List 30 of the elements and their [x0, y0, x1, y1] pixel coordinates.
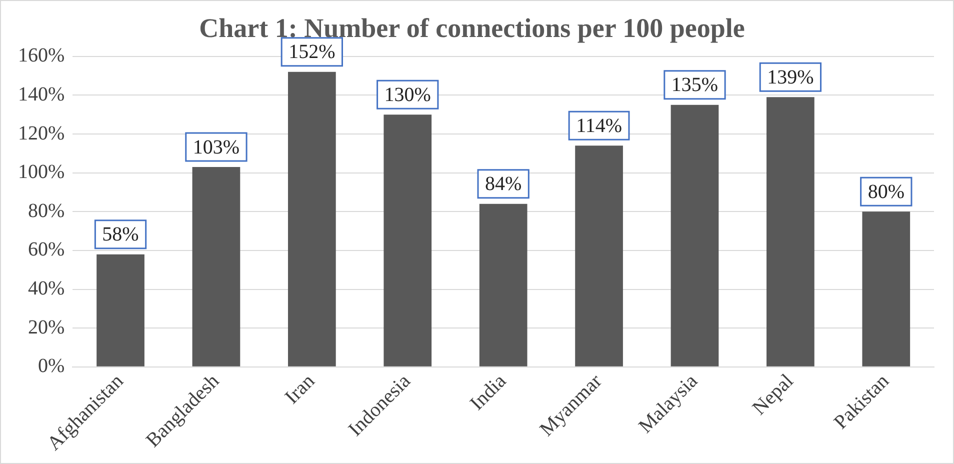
y-tick-label: 160%	[18, 44, 65, 67]
y-tick-label: 0%	[38, 355, 65, 378]
bar	[96, 254, 144, 366]
bar	[384, 114, 432, 366]
bar	[670, 104, 719, 366]
x-tick-label: Iran	[280, 370, 320, 408]
data-label: 103%	[192, 136, 240, 158]
y-tick-label: 140%	[18, 83, 65, 106]
bar	[288, 72, 336, 366]
data-label: 58%	[102, 224, 139, 246]
y-tick-label: 40%	[28, 278, 65, 300]
y-tick-label: 120%	[18, 122, 65, 144]
y-tick-label: 80%	[28, 200, 65, 222]
data-label: 135%	[671, 74, 718, 96]
bar	[192, 167, 240, 366]
y-tick-label: 60%	[28, 238, 65, 261]
y-tick-label: 100%	[18, 161, 65, 184]
bar	[479, 204, 528, 366]
bar	[862, 212, 910, 366]
bar	[766, 97, 814, 366]
chart-title: Chart 1: Number of connections per 100 people	[199, 13, 745, 44]
data-label: 114%	[576, 114, 622, 137]
data-label: 130%	[384, 84, 431, 106]
data-label: 84%	[484, 173, 522, 196]
data-label: 80%	[868, 180, 904, 203]
y-tick-label: 20%	[28, 316, 65, 338]
x-tick-label: India	[466, 370, 511, 415]
data-label: 139%	[767, 66, 814, 88]
bar	[575, 146, 623, 366]
data-label: 152%	[288, 41, 336, 64]
